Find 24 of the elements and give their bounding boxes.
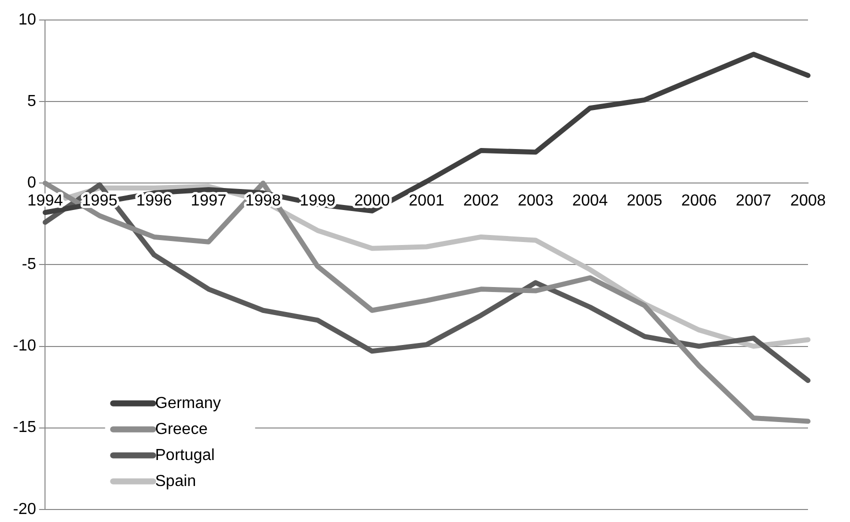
x-tick-label: 2006	[681, 192, 717, 210]
x-tick-label: 2007	[736, 192, 772, 210]
y-tick-label: -5	[22, 256, 36, 274]
x-tick-label: 2005	[626, 192, 662, 210]
y-tick-label: 5	[27, 92, 36, 110]
x-tick-label: 2000	[354, 192, 390, 210]
x-tick-label: 1998	[245, 192, 281, 210]
y-tick-label: -20	[13, 500, 36, 518]
legend-label: Germany	[155, 394, 221, 412]
x-tick-label: 2002	[463, 192, 499, 210]
x-tick-label: 2003	[518, 192, 554, 210]
y-tick-label: -15	[13, 419, 36, 436]
x-tick-label: 1994	[27, 192, 64, 210]
legend-label: Greece	[155, 420, 208, 438]
y-tick-label: -10	[13, 338, 36, 355]
y-tick-label: 0	[27, 174, 36, 192]
x-tick-label: 1996	[136, 192, 172, 210]
legend-label: Spain	[155, 472, 196, 490]
x-tick-label: 2008	[790, 192, 826, 210]
x-tick-label: 1997	[190, 192, 226, 210]
legend-label: Portugal	[155, 446, 215, 464]
x-tick-label: 2001	[408, 192, 444, 210]
y-tick-label: 10	[18, 11, 36, 28]
x-tick-label: 2004	[572, 192, 608, 210]
